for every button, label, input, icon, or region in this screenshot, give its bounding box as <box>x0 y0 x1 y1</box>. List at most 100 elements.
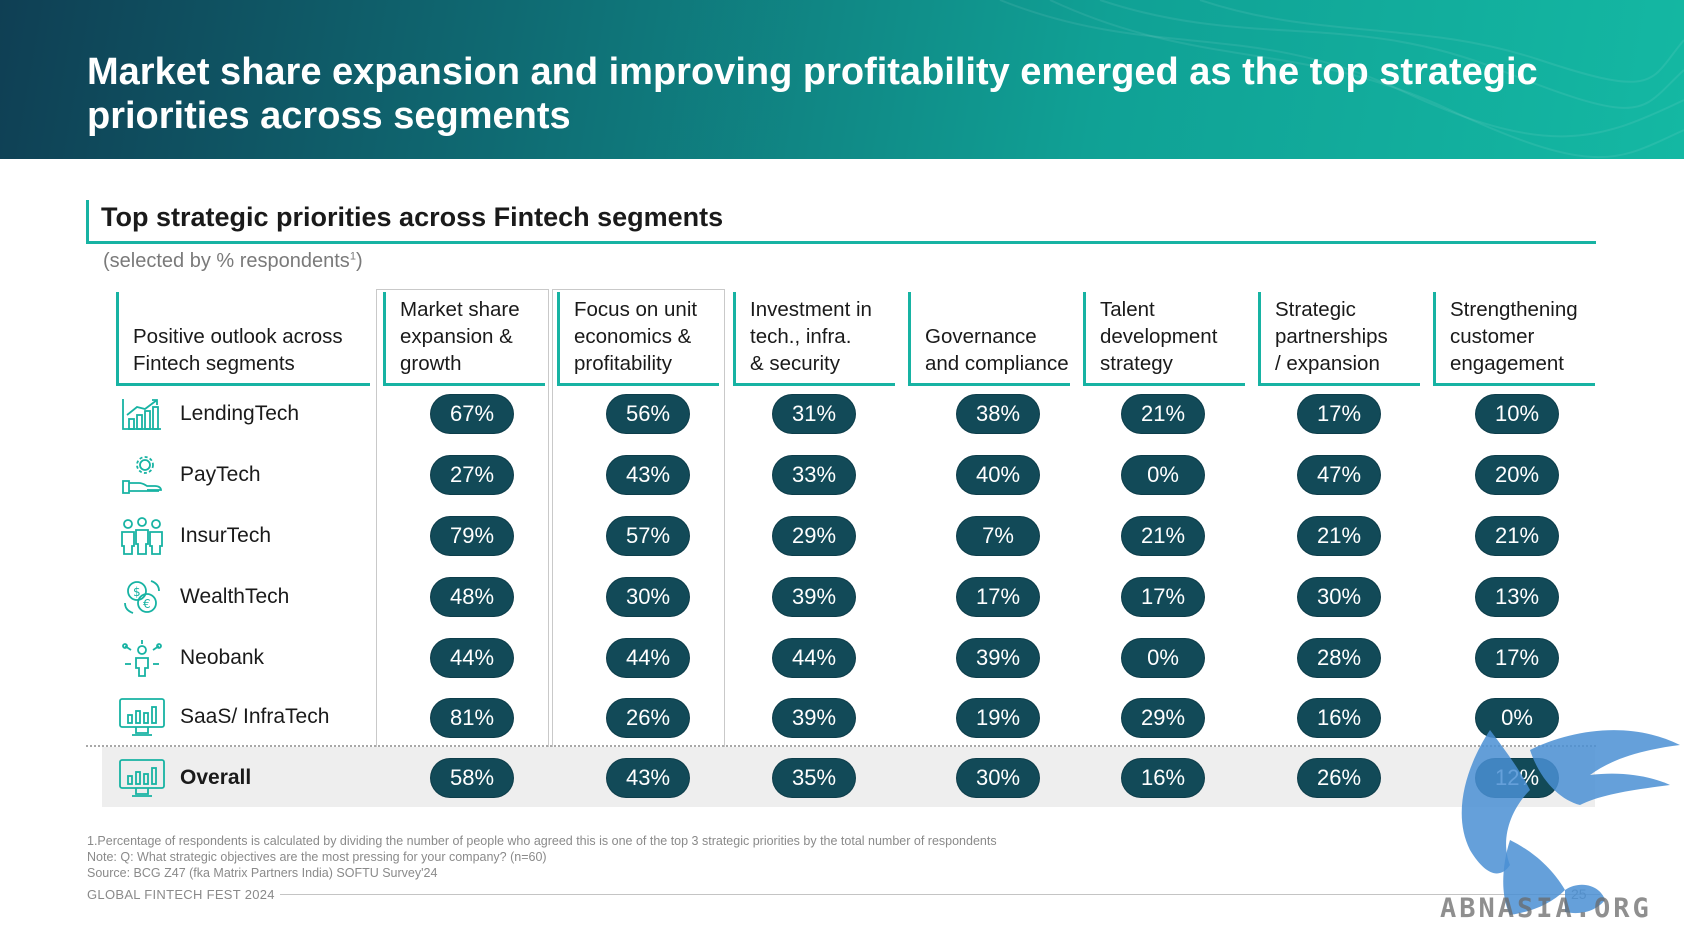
subtitle-note: (selected by % respondents1) <box>103 250 363 273</box>
value-pill: 16% <box>1298 699 1380 737</box>
value-pill: 13% <box>1476 578 1558 616</box>
value-pill: 47% <box>1298 456 1380 494</box>
segment-row-insurtech: InsurTech <box>118 511 271 561</box>
growth-chart-icon <box>118 392 166 436</box>
row-header-label: Positive outlook across Fintech segments <box>133 325 343 375</box>
column-header-talent: Talent development strategy <box>1083 292 1245 386</box>
value-pill: 43% <box>607 456 689 494</box>
segment-row-overall: Overall <box>118 753 251 803</box>
segment-label: PayTech <box>180 463 261 486</box>
value-pill: 10% <box>1476 395 1558 433</box>
segment-row-paytech: PayTech <box>118 450 261 500</box>
event-brand: GLOBAL FINTECH FEST 2024 <box>87 887 275 902</box>
value-pill: 16% <box>1122 759 1204 797</box>
value-pill: 67% <box>431 395 513 433</box>
value-pill: 28% <box>1298 639 1380 677</box>
column-header-governance: Governance and compliance <box>908 292 1070 386</box>
value-pill: 26% <box>607 699 689 737</box>
value-pill: 17% <box>1298 395 1380 433</box>
subtitle-footnote-ref: 1 <box>349 250 356 263</box>
value-pill: 56% <box>607 395 689 433</box>
footnote-percentage: 1.Percentage of respondents is calculate… <box>87 834 997 848</box>
segment-label: WealthTech <box>180 585 290 608</box>
column-header-label: Governance and compliance <box>925 325 1069 375</box>
column-header-label: Investment in tech., infra. & security <box>750 298 872 375</box>
value-pill: 39% <box>773 699 855 737</box>
value-pill: 17% <box>1122 578 1204 616</box>
value-pill: 21% <box>1122 395 1204 433</box>
column-header-investment: Investment in tech., infra. & security <box>733 292 895 386</box>
footnote-question: Note: Q: What strategic objectives are t… <box>87 850 547 864</box>
segment-row-saas-infratech: SaaS/ InfraTech <box>118 692 329 742</box>
hand-gear-icon <box>118 453 166 497</box>
value-pill: 35% <box>773 759 855 797</box>
value-pill: 30% <box>1298 578 1380 616</box>
value-pill: 7% <box>957 517 1039 555</box>
subtitle-suffix: ) <box>355 250 363 272</box>
value-pill: 48% <box>431 578 513 616</box>
value-pill: 44% <box>607 639 689 677</box>
monitor-chart-icon <box>118 756 166 800</box>
person-network-icon <box>118 636 166 680</box>
footnotes: 1.Percentage of respondents is calculate… <box>87 833 997 881</box>
value-pill: 79% <box>431 517 513 555</box>
slide-title: Market share expansion and improving pro… <box>87 51 1538 137</box>
value-pill: 30% <box>957 759 1039 797</box>
overall-divider <box>86 745 1596 747</box>
subtitle-prefix: (selected by % respondents <box>103 250 350 272</box>
value-pill: 12% <box>1476 759 1558 797</box>
column-header-label: Market share expansion & growth <box>400 298 520 375</box>
footer-rule <box>280 894 1600 895</box>
value-pill: 31% <box>773 395 855 433</box>
value-pill: 30% <box>607 578 689 616</box>
column-header-customer-engagement: Strengthening customer engagement <box>1433 292 1595 386</box>
column-header-label: Strengthening customer engagement <box>1450 298 1578 375</box>
segment-label: SaaS/ InfraTech <box>180 705 330 728</box>
value-pill: 27% <box>431 456 513 494</box>
svg-text:€: € <box>143 597 151 611</box>
column-header-partnerships: Strategic partnerships / expansion <box>1258 292 1420 386</box>
value-pill: 43% <box>607 759 689 797</box>
value-pill: 58% <box>431 759 513 797</box>
banner-wave-decoration <box>999 0 1684 159</box>
value-pill: 39% <box>773 578 855 616</box>
column-header-unit-economics: Focus on unit economics & profitability <box>557 292 719 386</box>
value-pill: 20% <box>1476 456 1558 494</box>
value-pill: 21% <box>1298 517 1380 555</box>
segment-row-lendingtech: LendingTech <box>118 389 299 439</box>
column-header-market-share: Market share expansion & growth <box>383 292 545 386</box>
value-pill: 33% <box>773 456 855 494</box>
value-pill: 38% <box>957 395 1039 433</box>
segment-row-neobank: Neobank <box>118 633 264 683</box>
value-pill: 19% <box>957 699 1039 737</box>
value-pill: 44% <box>431 639 513 677</box>
row-header: Positive outlook across Fintech segments <box>116 292 370 386</box>
value-pill: 21% <box>1476 517 1558 555</box>
value-pill: 26% <box>1298 759 1380 797</box>
column-header-label: Focus on unit economics & profitability <box>574 298 698 375</box>
column-header-label: Talent development strategy <box>1100 298 1218 375</box>
svg-text:$: $ <box>133 585 141 599</box>
segment-label: Overall <box>180 766 252 789</box>
value-pill: 44% <box>773 639 855 677</box>
segment-label: Neobank <box>180 646 265 669</box>
watermark-text: ABNASIA.ORG <box>1440 893 1652 924</box>
value-pill: 0% <box>1476 699 1558 737</box>
people-group-icon <box>118 514 166 558</box>
value-pill: 39% <box>957 639 1039 677</box>
section-title: Top strategic priorities across Fintech … <box>86 200 1596 244</box>
value-pill: 40% <box>957 456 1039 494</box>
value-pill: 0% <box>1122 639 1204 677</box>
value-pill: 29% <box>1122 699 1204 737</box>
value-pill: 17% <box>1476 639 1558 677</box>
value-pill: 0% <box>1122 456 1204 494</box>
value-pill: 57% <box>607 517 689 555</box>
value-pill: 21% <box>1122 517 1204 555</box>
title-banner: Market share expansion and improving pro… <box>0 0 1684 159</box>
value-pill: 29% <box>773 517 855 555</box>
segment-label: LendingTech <box>180 402 300 425</box>
segment-label: InsurTech <box>180 524 272 547</box>
footnote-source: Source: BCG Z47 (fka Matrix Partners Ind… <box>87 866 438 880</box>
currency-exchange-icon: $ € <box>118 575 166 619</box>
value-pill: 17% <box>957 578 1039 616</box>
